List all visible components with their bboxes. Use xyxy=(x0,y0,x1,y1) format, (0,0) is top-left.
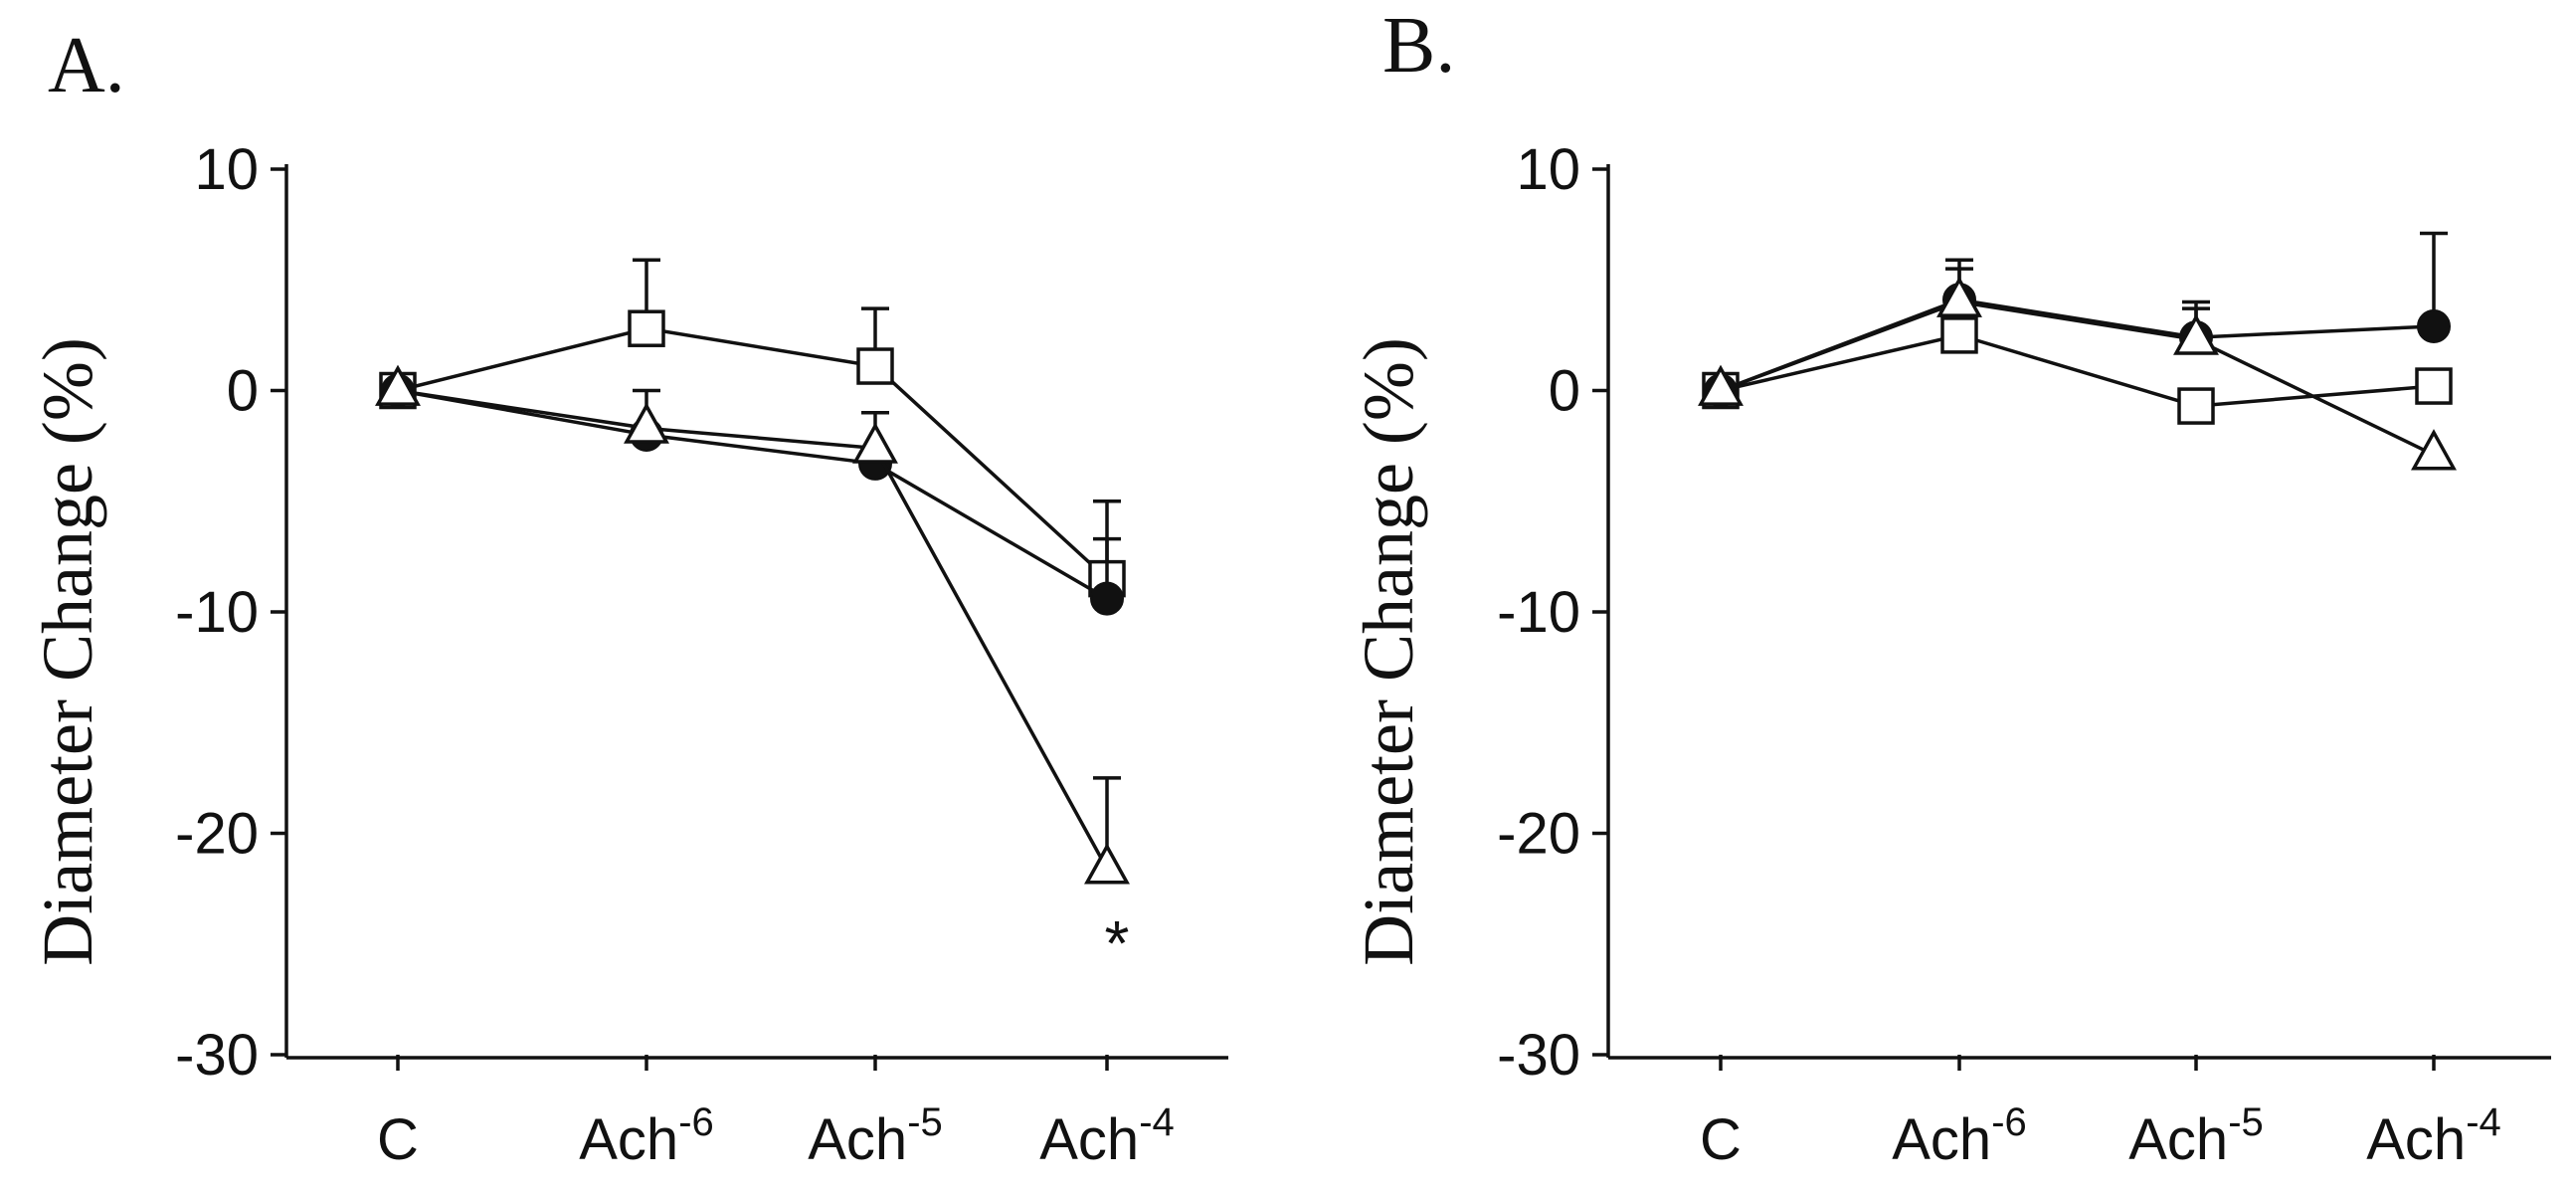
panel-a-label: A. xyxy=(48,22,125,109)
panel-b-series-circle-point xyxy=(2417,308,2451,343)
panel-a-series-square-line xyxy=(397,326,1109,580)
panel-b-y-tick-label: -20 xyxy=(1497,802,1580,867)
panel-a-series-circle-line xyxy=(397,388,1108,601)
panel-a-ticks: 10 0 -10 -20 -30 C Ach-6 Ach-5 Ach-4 xyxy=(175,137,1175,1172)
panel-b-series-square-point xyxy=(2177,387,2215,425)
panel-b-series-circle-line xyxy=(1720,298,2435,393)
panel-a-series-triangle-point xyxy=(375,364,421,406)
panel-a-significance-annotation: * xyxy=(1105,907,1130,979)
panel-b-series-square-line xyxy=(1720,333,2435,408)
panel-a-series-triangle-point xyxy=(1084,843,1130,885)
panel-b-series-square-point xyxy=(1940,316,1978,354)
panel-b: B. Diameter Change (%) 10 0 -10 -20 -30 C Ach-… xyxy=(1349,2,2551,1172)
panel-a-x-tick-label: Ach-5 xyxy=(808,1100,943,1172)
panel-a-y-axis-label: Diameter Change (%) xyxy=(28,337,107,966)
panel-b-x-tick-label: Ach-5 xyxy=(2128,1100,2264,1172)
panel-a-annotations: * xyxy=(1105,907,1130,979)
panel-b-series-triangle-point xyxy=(1698,364,1744,406)
panel-b-series-square-point xyxy=(2415,367,2453,405)
panel-b-label: B. xyxy=(1382,2,1455,90)
panel-a-series xyxy=(375,258,1130,885)
panel-a-y-tick-label: 10 xyxy=(194,137,259,202)
panel-a-x-tick-label: C xyxy=(377,1107,419,1172)
panel-a-series-triangle-point xyxy=(852,422,898,464)
panel-a-y-tick-label: -10 xyxy=(175,580,259,645)
panel-a-y-tick-label: -30 xyxy=(175,1023,259,1088)
panel-a-x-tick-label: Ach-6 xyxy=(579,1100,714,1172)
panel-b-y-tick-label: 10 xyxy=(1516,137,1580,202)
panel-a-series-triangle-line xyxy=(397,388,1109,870)
panel-a: A. Diameter Change (%) 10 0 -10 -20 -30 C Ach-… xyxy=(28,22,1228,1172)
panel-b-series-triangle-point xyxy=(2411,429,2457,471)
panel-b-series-triangle-point xyxy=(1936,276,1982,317)
panel-b-x-tick-label: Ach-4 xyxy=(2366,1100,2501,1172)
panel-b-y-axis-label: Diameter Change (%) xyxy=(1349,337,1428,966)
panel-a-y-tick-label: 0 xyxy=(227,359,259,424)
panel-b-series xyxy=(1698,231,2457,471)
panel-a-series-circle-point xyxy=(1090,581,1124,616)
panel-a-y-tick-label: -20 xyxy=(175,802,259,867)
panel-a-series-square-point xyxy=(856,347,894,385)
panel-b-y-tick-label: 0 xyxy=(1549,359,1580,424)
panel-a-x-tick-label: Ach-4 xyxy=(1039,1100,1175,1172)
panel-b-x-tick-label: C xyxy=(1700,1107,1742,1172)
panel-b-x-tick-label: Ach-6 xyxy=(1892,1100,2027,1172)
panel-b-series-triangle-line xyxy=(1720,299,2435,457)
panel-a-series-triangle-point xyxy=(624,402,669,444)
panel-b-y-tick-label: -30 xyxy=(1497,1023,1580,1088)
panel-a-series-square-point xyxy=(628,309,665,347)
panel-b-ticks: 10 0 -10 -20 -30 C Ach-6 Ach-5 Ach-4 xyxy=(1497,137,2501,1172)
panel-b-y-tick-label: -10 xyxy=(1497,580,1580,645)
panel-b-series-triangle-point xyxy=(2173,313,2219,355)
